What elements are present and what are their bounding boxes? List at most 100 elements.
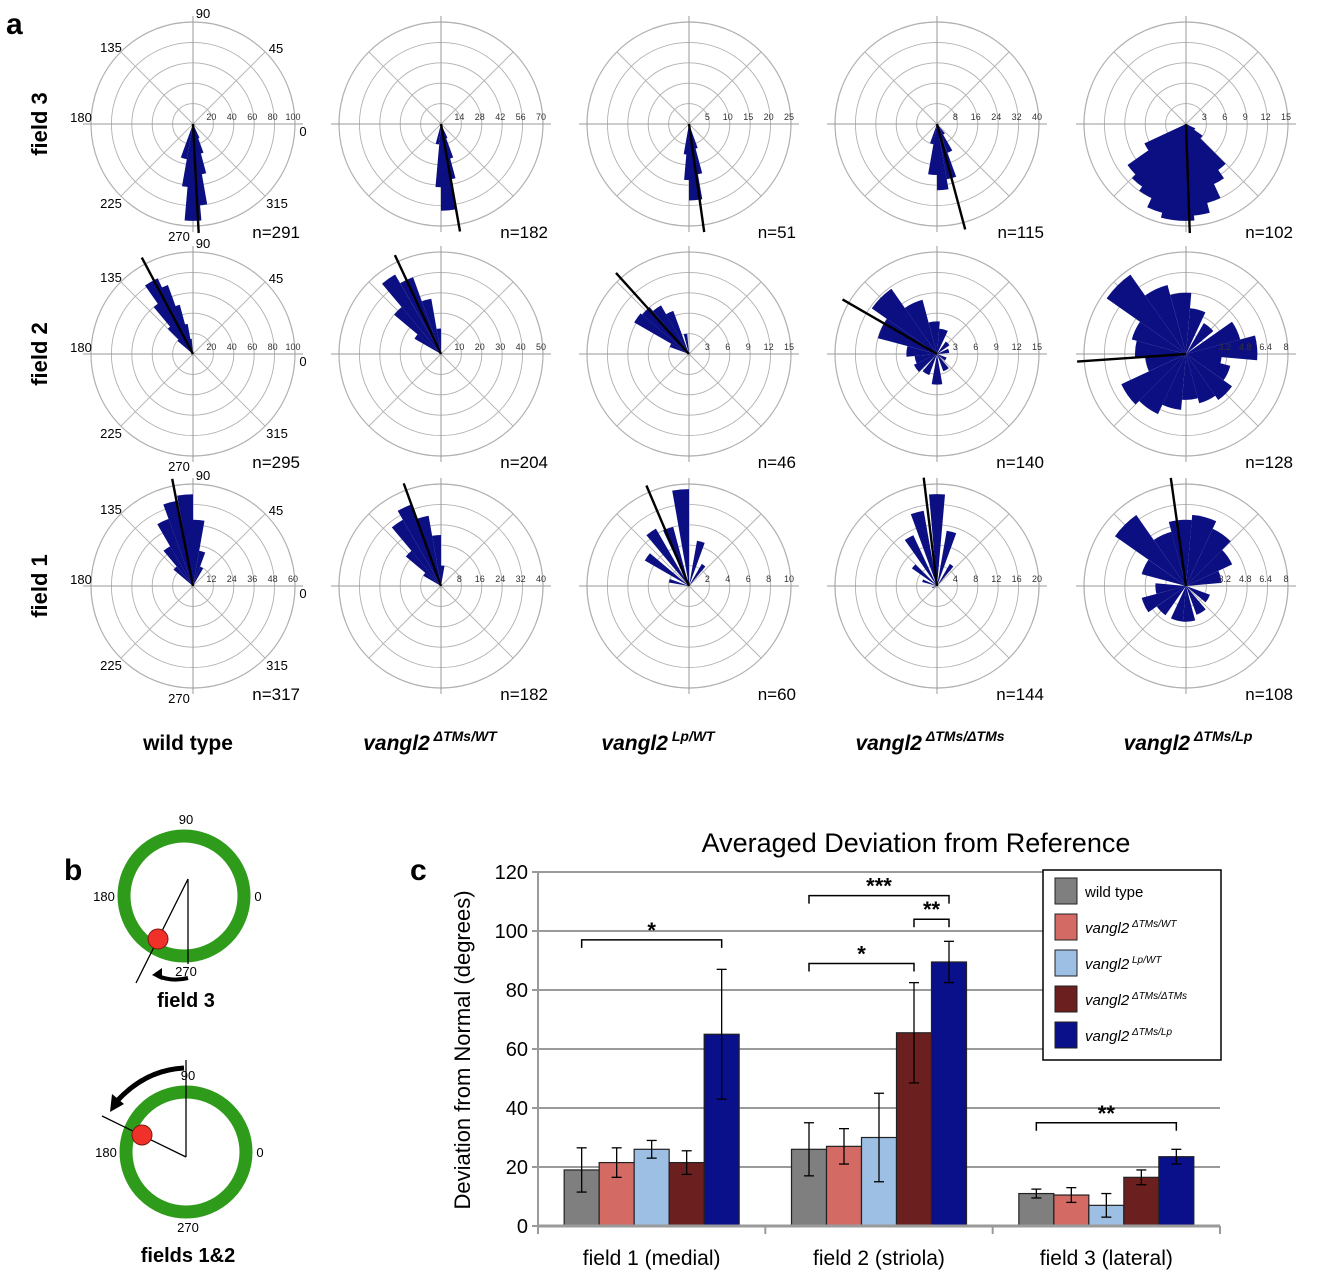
rose-wedge	[932, 586, 937, 589]
radial-tick-label: 80	[268, 342, 278, 352]
grid-spoke	[616, 51, 690, 125]
rose-wedge	[937, 354, 947, 361]
mean-vector	[1184, 123, 1191, 234]
bar	[1158, 1156, 1195, 1227]
rose-wedge	[1186, 323, 1214, 354]
legend-entry-superscript: ΔTMs/ΔTMs	[1129, 991, 1187, 1002]
radial-tick-label: 12	[206, 574, 216, 584]
radial-tick-label: 6	[973, 342, 978, 352]
sample-size-label: n=60	[758, 685, 796, 704]
angle-label: 0	[299, 124, 306, 139]
radial-tick-label: 20	[764, 112, 774, 122]
genotype-name: vangl2	[855, 732, 922, 755]
mean-vector	[922, 477, 939, 587]
angle-label: 270	[177, 1220, 199, 1235]
sample-size-label: n=51	[758, 223, 796, 242]
rose-wedge	[937, 354, 949, 372]
grid-spoke	[368, 123, 442, 197]
genotype-superscript: ΔTMs/ΔTMs	[922, 728, 1005, 744]
mean-vector	[687, 123, 706, 233]
rose-wedge	[1139, 124, 1186, 203]
angle-label: 225	[100, 426, 122, 441]
grid-spoke	[616, 353, 690, 427]
grid-spoke	[440, 51, 514, 125]
significance-bracket	[1035, 1122, 1178, 1131]
rose-plot: 12 24 36 48 60 n=317 90 45 0 315 270 225 180 135	[70, 468, 306, 706]
x-tick-label: field 2 (striola)	[813, 1247, 945, 1270]
radial-tick-label: 20	[475, 342, 485, 352]
radial-tick-label: 8	[1283, 574, 1288, 584]
angle-label: 90	[181, 1068, 195, 1083]
rose-wedge	[929, 494, 945, 586]
radial-tick-label: 3.2	[1219, 342, 1232, 352]
rose-wedge	[193, 124, 200, 139]
rose-wedge	[922, 354, 937, 376]
radial-tick-label: 3.2	[1219, 574, 1232, 584]
grid-spoke	[616, 513, 690, 587]
grid-spoke	[936, 585, 1010, 659]
angle-label: 270	[168, 691, 190, 706]
legend-swatch	[1054, 877, 1078, 905]
rose-wedge	[436, 328, 441, 354]
angle-label: 135	[100, 40, 122, 55]
rotation-arrow	[116, 1065, 185, 1102]
rose-wedge	[421, 298, 441, 354]
rose-wedge	[1131, 124, 1186, 194]
significance-bracket	[580, 939, 723, 948]
y-tick-label: 0	[517, 1216, 528, 1238]
radial-tick-label: 6	[1222, 112, 1227, 122]
rose-wedge	[1186, 354, 1231, 381]
angle-label: 0	[256, 1145, 263, 1160]
radial-tick-label: 20	[1032, 574, 1042, 584]
sample-size-label: n=182	[500, 685, 548, 704]
rose-wedge	[394, 307, 441, 354]
grid-spoke	[120, 51, 194, 125]
radial-tick-label: 3	[1202, 112, 1207, 122]
rose-wedge	[193, 550, 206, 586]
rose-wedge	[937, 124, 945, 135]
y-tick-label: 20	[506, 1157, 528, 1179]
genotype-name: vangl2	[1124, 732, 1191, 755]
mean-vector	[615, 272, 690, 355]
angle-label: 90	[196, 236, 210, 251]
rose-wedge	[1186, 549, 1233, 586]
grid-spoke	[368, 585, 442, 659]
rose-wedge	[672, 489, 689, 586]
rose-wedge	[163, 500, 193, 586]
angle-label: 270	[168, 229, 190, 244]
grid-spoke	[936, 123, 1010, 197]
radial-tick-label: 40	[1032, 112, 1042, 122]
rose-plot: 8 16 24 32 40 n=182	[331, 478, 551, 704]
radial-tick-label: 9	[746, 342, 751, 352]
rose-wedge	[911, 564, 937, 586]
bar	[633, 1148, 670, 1227]
radial-tick-label: 9	[994, 342, 999, 352]
grid-spoke	[192, 123, 266, 197]
grid-spoke	[616, 123, 690, 197]
significance-label: **	[1098, 1101, 1116, 1126]
radial-tick-label: 50	[536, 342, 546, 352]
rose-wedge	[1145, 285, 1186, 354]
radial-tick-label: 100	[285, 342, 300, 352]
radial-tick-label: 16	[1012, 574, 1022, 584]
angle-label: 180	[70, 340, 92, 355]
sample-size-label: n=295	[252, 453, 300, 472]
mean-vector	[439, 123, 462, 232]
rose-wedge	[689, 124, 698, 150]
radial-tick-label: 40	[516, 342, 526, 352]
grid-spoke	[688, 353, 762, 427]
grid-spoke	[688, 123, 762, 197]
legend-entry-superscript: Lp/WT	[1129, 955, 1162, 966]
radial-tick-label: 15	[784, 342, 794, 352]
genotype-label: vangl2 ΔTMs/Lp	[1124, 728, 1253, 755]
grid-spoke	[368, 353, 442, 427]
radial-tick-label: 25	[784, 112, 794, 122]
mean-vector	[171, 478, 195, 587]
rose-wedge	[180, 124, 193, 160]
radial-tick-label: 30	[495, 342, 505, 352]
y-axis-label: Deviation from Normal (degrees)	[450, 890, 475, 1209]
radial-tick-label: 4.8	[1239, 342, 1252, 352]
y-tick-label: 100	[495, 921, 528, 943]
mean-vector	[393, 254, 443, 355]
grid-spoke	[616, 585, 690, 659]
